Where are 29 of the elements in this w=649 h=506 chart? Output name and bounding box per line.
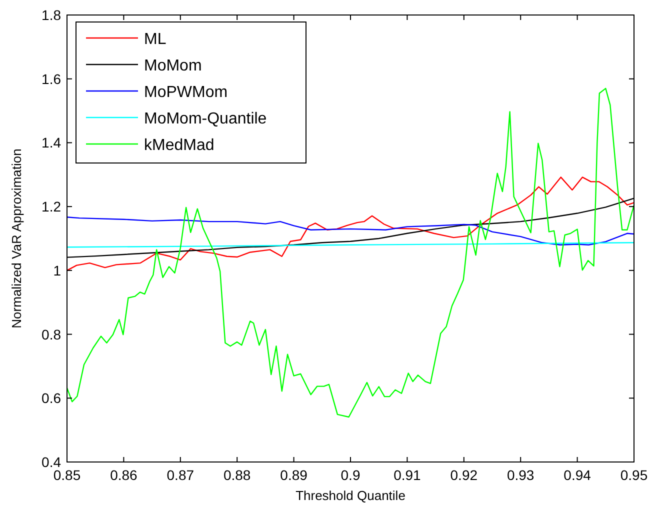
x-tick-label: 0.89 [280, 467, 308, 483]
y-tick-label: 1.8 [42, 7, 62, 23]
line-series [66, 176, 635, 272]
x-tick-label: 0.94 [564, 467, 592, 483]
y-tick-label: 0.8 [42, 326, 62, 342]
legend-label: MoMom-Quantile [144, 110, 267, 128]
x-tick-label: 0.9 [340, 467, 360, 483]
legend-label: MoMom [144, 58, 202, 74]
y-tick-label: 1.2 [42, 198, 62, 215]
y-tick-label: 1 [53, 262, 62, 278]
y-tick-label: 1.6 [42, 70, 62, 87]
x-tick-label: 0.86 [110, 467, 138, 483]
legend-label: MoPWMom [144, 84, 228, 101]
y-tick-label: 0.4 [42, 454, 62, 470]
legend-label: ML [144, 31, 166, 48]
x-tick-label: 0.93 [506, 467, 534, 483]
x-axis-title: Threshold Quantile [296, 488, 406, 503]
y-axis-title: Normalized VaR Approximation [9, 148, 24, 328]
x-tick-label: 0.91 [394, 467, 422, 483]
y-tick-label: 1.4 [42, 134, 62, 151]
x-tick-label: 0.92 [450, 467, 478, 483]
x-tick-label: 0.85 [53, 467, 81, 483]
x-tick-label: 0.88 [223, 467, 251, 483]
y-tick-label: 0.6 [42, 390, 62, 406]
legend-label: kMedMad [144, 137, 214, 154]
line-series [66, 88, 635, 418]
x-tick-label: 0.87 [166, 467, 194, 483]
line-series [66, 216, 635, 246]
x-tick-label: 0.95 [620, 467, 648, 483]
